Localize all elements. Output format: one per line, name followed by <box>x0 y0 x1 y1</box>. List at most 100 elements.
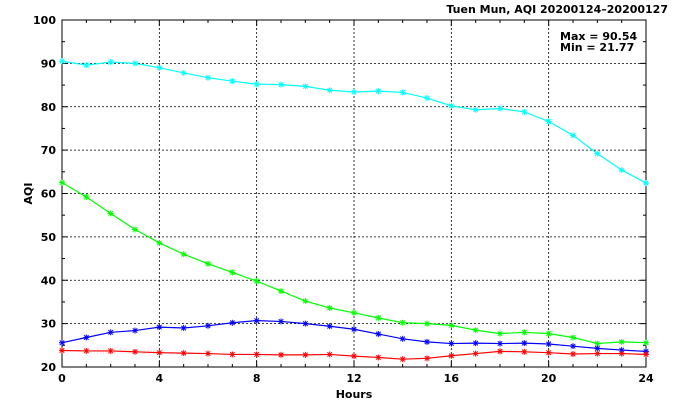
data-point <box>107 329 114 336</box>
data-point <box>156 239 163 246</box>
data-point <box>545 118 552 125</box>
data-point <box>545 349 552 356</box>
data-point <box>472 340 479 347</box>
data-point <box>594 350 601 357</box>
data-point <box>545 330 552 337</box>
data-point <box>253 317 260 324</box>
data-point <box>570 343 576 350</box>
y-tick-label: 40 <box>41 274 57 287</box>
data-point <box>59 179 65 186</box>
y-tick-label: 50 <box>41 231 57 244</box>
data-point <box>351 353 357 360</box>
data-point <box>351 89 357 96</box>
data-point <box>278 318 284 325</box>
data-point <box>618 350 625 357</box>
data-point <box>156 64 163 71</box>
tick-labels: 0 4 8 12 16 20 24 20 30 40 50 60 70 80 90 100 <box>33 14 654 385</box>
data-point <box>399 335 406 342</box>
data-point <box>424 320 430 327</box>
x-tick-label: 4 <box>156 372 164 385</box>
data-point <box>472 106 479 113</box>
data-point <box>83 193 90 200</box>
data-point <box>83 62 90 69</box>
data-point <box>545 341 552 348</box>
data-point <box>375 331 382 338</box>
data-point <box>229 269 236 276</box>
data-point <box>180 324 187 331</box>
data-point <box>229 351 236 358</box>
data-point <box>399 89 406 96</box>
data-point <box>375 314 382 321</box>
data-point <box>107 59 114 66</box>
data-point <box>302 351 309 358</box>
data-point <box>326 305 333 312</box>
data-point <box>302 83 309 90</box>
data-point <box>424 355 430 362</box>
data-point <box>132 226 138 233</box>
grid <box>62 20 646 367</box>
data-point <box>570 334 576 341</box>
data-point <box>278 288 284 295</box>
data-point <box>278 351 284 358</box>
x-tick-label: 16 <box>444 372 460 385</box>
data-point <box>521 329 528 336</box>
x-axis-label: Hours <box>336 388 373 401</box>
data-point <box>59 339 65 346</box>
x-tick-label: 0 <box>58 372 66 385</box>
data-point <box>180 350 187 357</box>
data-point <box>253 351 260 358</box>
data-point <box>448 340 455 347</box>
data-point <box>399 356 406 363</box>
data-point <box>132 327 138 334</box>
data-point <box>302 320 309 327</box>
data-point <box>326 87 333 94</box>
x-tick-label: 12 <box>346 372 361 385</box>
data-point <box>472 327 479 334</box>
data-point <box>448 322 455 329</box>
data-point <box>156 349 163 356</box>
data-point <box>424 95 430 102</box>
data-point <box>497 348 503 355</box>
data-point <box>521 108 528 115</box>
data-point <box>59 58 65 65</box>
y-tick-label: 90 <box>41 57 57 70</box>
data-point <box>521 348 528 355</box>
chart-title: Tuen Mun, AQI 20200124–20200127 <box>446 3 668 16</box>
data-point <box>497 340 503 347</box>
data-point <box>107 210 114 217</box>
ticks <box>61 19 647 368</box>
data-point <box>570 350 576 357</box>
y-tick-label: 20 <box>41 361 57 374</box>
data-point <box>448 102 455 109</box>
data-point <box>618 338 625 345</box>
series-2 <box>59 179 649 347</box>
data-point <box>205 350 211 357</box>
series-4 <box>59 347 649 363</box>
data-point <box>497 330 503 337</box>
data-point <box>326 323 333 330</box>
data-point <box>594 345 601 352</box>
data-point <box>472 350 479 357</box>
data-point <box>497 105 503 112</box>
data-point <box>521 340 528 347</box>
data-point <box>326 351 333 358</box>
y-axis-label: AQI <box>22 183 35 205</box>
y-tick-label: 80 <box>41 101 57 114</box>
data-point <box>399 319 406 326</box>
data-point <box>156 324 163 331</box>
min-label: Min = 21.77 <box>560 41 634 54</box>
data-point <box>375 88 382 95</box>
y-tick-label: 100 <box>33 14 56 27</box>
y-tick-label: 70 <box>41 144 57 157</box>
series-1 <box>59 58 649 187</box>
data-point <box>643 351 649 358</box>
y-tick-label: 30 <box>41 318 57 331</box>
x-tick-label: 24 <box>638 372 654 385</box>
data-point <box>643 180 649 187</box>
data-point <box>570 132 576 139</box>
max-label: Max = 90.54 <box>560 30 637 43</box>
data-point <box>205 322 211 329</box>
data-point <box>253 81 260 88</box>
y-tick-label: 60 <box>41 188 57 201</box>
